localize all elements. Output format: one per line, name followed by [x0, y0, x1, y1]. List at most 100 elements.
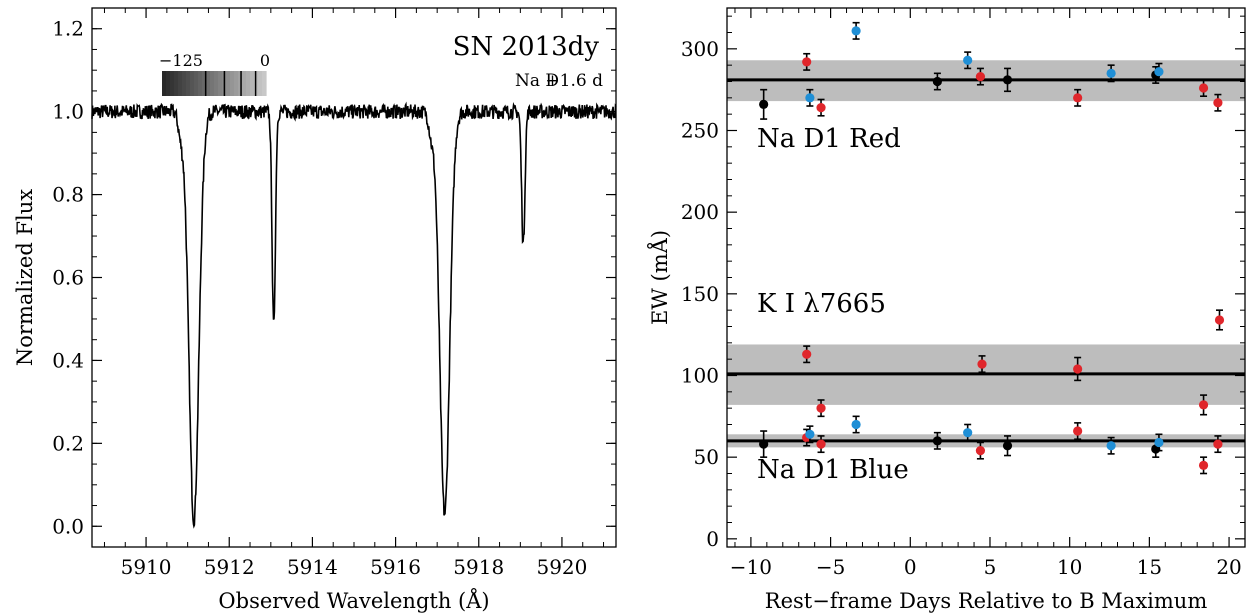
data-point — [975, 72, 986, 82]
data-point — [975, 446, 986, 456]
ew-y-tick-label: 150 — [681, 282, 719, 306]
ew-x-tick-label: −10 — [730, 555, 772, 579]
group-label: Na D1 Blue — [757, 455, 909, 485]
colorbar-segment — [186, 71, 191, 96]
colorbar-segment — [190, 71, 195, 96]
data-point — [932, 436, 942, 446]
colorbar-segment — [262, 71, 267, 96]
data-point — [1002, 441, 1013, 451]
spectrum-x-tick-label: 5916 — [370, 555, 421, 579]
data-point — [1073, 364, 1083, 374]
ew-x-axis-label: Rest−frame Days Relative to B Maximum — [765, 589, 1208, 613]
ew-x-tick-label: −5 — [816, 555, 845, 579]
data-point — [1213, 439, 1223, 449]
spectrum-y-tick-label: 0.2 — [52, 431, 84, 455]
data-point — [851, 26, 861, 36]
spectrum-y-tick-label: 1.0 — [52, 100, 84, 124]
data-point — [932, 76, 942, 87]
data-point — [1106, 441, 1116, 451]
colorbar-segment — [174, 71, 179, 96]
colorbar-max-label: 0 — [260, 51, 270, 70]
epoch-annotation: +1.6 d — [545, 71, 603, 91]
data-point — [977, 359, 987, 369]
spectrum-panel: 5910 5912 5914 5916 5918 5920 0.0 0.2 0.4 0.6 0.8 1… — [13, 7, 617, 613]
object-name-annotation: SN 2013dy — [453, 32, 600, 62]
data-point — [802, 349, 812, 359]
colorbar-segment — [178, 71, 183, 96]
colorbar-segment — [218, 71, 223, 96]
data-point — [1213, 98, 1223, 108]
spectrum-y-tick-label: 0.6 — [52, 266, 84, 290]
data-point — [805, 93, 815, 103]
ew-y-tick-label: 50 — [694, 445, 719, 469]
data-point — [1154, 437, 1164, 448]
spectrum-y-tick-label: 0.4 — [52, 348, 84, 372]
colorbar-segment — [246, 71, 251, 96]
group-label: Na D1 Red — [757, 124, 901, 154]
ew-x-tick-label: 20 — [1216, 555, 1241, 579]
colorbar-segment — [234, 71, 239, 96]
data-point — [851, 419, 861, 430]
data-point — [1154, 67, 1164, 77]
data-point — [759, 99, 769, 109]
ew-x-tick-label: 0 — [904, 555, 917, 579]
ew-y-tick-label: 100 — [681, 364, 719, 388]
spectrum-y-tick-label: 1.2 — [52, 17, 84, 41]
spectrum-x-tick-label: 5918 — [453, 555, 504, 579]
ew-x-tick-label: 10 — [1057, 555, 1082, 579]
line-name-annotation: Na D — [515, 71, 559, 91]
spectrum-x-tick-label: 5914 — [287, 555, 338, 579]
data-point — [1073, 93, 1083, 103]
data-point — [816, 403, 826, 413]
data-point — [963, 55, 973, 65]
spectrum-x-tick-label: 5910 — [121, 555, 172, 579]
colorbar-segment — [198, 71, 203, 96]
colorbar-segment — [194, 71, 199, 96]
colorbar-segment — [210, 71, 215, 96]
colorbar-segment — [226, 71, 231, 96]
spectrum-y-axis-label: Normalized Flux — [13, 189, 37, 366]
colorbar-segment — [166, 71, 171, 96]
spectrum-x-axis-label: Observed Wavelength (Å) — [218, 588, 489, 613]
colorbar-segment — [206, 71, 211, 96]
data-point — [1073, 426, 1083, 436]
colorbar-segment — [162, 71, 167, 96]
data-point — [1198, 400, 1209, 410]
colorbar-segment — [182, 71, 187, 96]
data-point — [802, 57, 812, 67]
colorbar-min-label: −125 — [159, 51, 203, 70]
data-point — [1198, 460, 1209, 470]
velocity-colorbar — [162, 71, 267, 96]
colorbar-segment — [250, 71, 255, 96]
ew-y-tick-label: 0 — [706, 527, 719, 551]
data-point — [759, 439, 769, 449]
ew-y-tick-label: 200 — [681, 200, 719, 224]
colorbar-segment — [170, 71, 175, 96]
spectrum-x-tick-label: 5920 — [536, 555, 587, 579]
ew-x-tick-label: 5 — [984, 555, 997, 579]
spectrum-y-tick-label: 0.0 — [52, 514, 84, 538]
colorbar-segment — [230, 71, 235, 96]
ew-y-tick-label: 250 — [681, 119, 719, 143]
colorbar-segment — [258, 71, 263, 96]
group-label: K I λ7665 — [757, 289, 886, 319]
data-point — [1002, 75, 1013, 85]
spectrum-line — [91, 101, 617, 529]
data-point — [805, 429, 815, 439]
colorbar-segment — [202, 71, 207, 96]
ew-y-axis-label: EW (mÅ) — [647, 230, 672, 325]
data-point — [816, 439, 826, 449]
data-point — [1106, 68, 1116, 78]
colorbar-segment — [242, 71, 247, 96]
data-point — [963, 428, 973, 438]
data-point — [1198, 83, 1209, 93]
spectrum-y-tick-label: 0.8 — [52, 183, 84, 207]
data-point — [816, 103, 826, 113]
spectrum-x-tick-label: 5912 — [204, 555, 255, 579]
data-point — [1214, 315, 1225, 325]
ew-x-tick-label: 15 — [1137, 555, 1162, 579]
colorbar-segment — [214, 71, 219, 96]
ew-y-tick-label: 300 — [681, 37, 719, 61]
